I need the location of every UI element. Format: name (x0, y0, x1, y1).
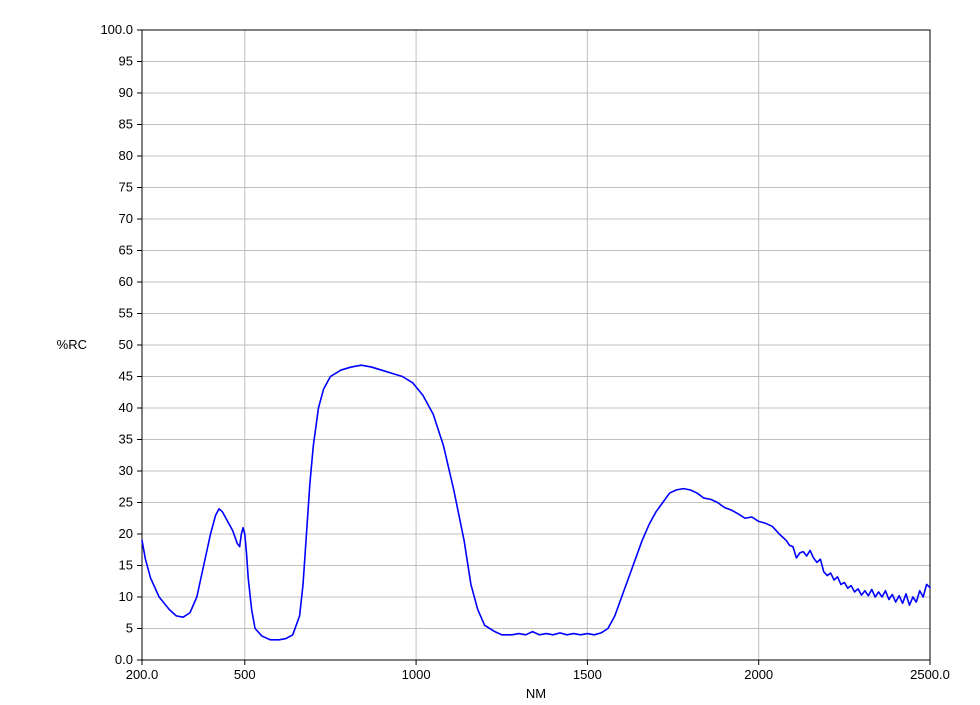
x-tick-label: 500 (234, 667, 256, 682)
y-tick-label: 95 (119, 54, 133, 69)
chart-container: 200.0 500 1000 1500 2000 2500.0 0.0 5 10 15 20 25 30… (0, 0, 980, 705)
y-tick-label: 65 (119, 243, 133, 258)
x-tick-label: 1000 (402, 667, 431, 682)
y-tick-label: 85 (119, 117, 133, 132)
x-tick-label: 2500.0 (910, 667, 950, 682)
x-tick-label: 200.0 (126, 667, 159, 682)
y-tick-label: 20 (119, 526, 133, 541)
y-tick-label: 55 (119, 306, 133, 321)
y-tick-label: 35 (119, 432, 133, 447)
y-tick-label: 45 (119, 369, 133, 384)
y-tick-label: 60 (119, 274, 133, 289)
x-axis-label: NM (526, 686, 546, 701)
y-tick-label: 10 (119, 589, 133, 604)
y-tick-label: 30 (119, 463, 133, 478)
x-tick-label: 2000 (744, 667, 773, 682)
y-tick-label: 40 (119, 400, 133, 415)
grid (142, 30, 930, 660)
y-tick-label: 90 (119, 85, 133, 100)
y-tick-label: 80 (119, 148, 133, 163)
x-tick-label: 1500 (573, 667, 602, 682)
y-tick-label: 0.0 (115, 652, 133, 667)
y-tick-label: 15 (119, 558, 133, 573)
y-tick-label: 25 (119, 495, 133, 510)
y-tick-label: 75 (119, 180, 133, 195)
y-tick-label: 50 (119, 337, 133, 352)
y-tick-label: 70 (119, 211, 133, 226)
y-tick-label: 100.0 (100, 22, 133, 37)
reflectance-chart: 200.0 500 1000 1500 2000 2500.0 0.0 5 10 15 20 25 30… (0, 0, 980, 705)
y-tick-label: 5 (126, 621, 133, 636)
y-axis-label: %RC (57, 337, 87, 352)
